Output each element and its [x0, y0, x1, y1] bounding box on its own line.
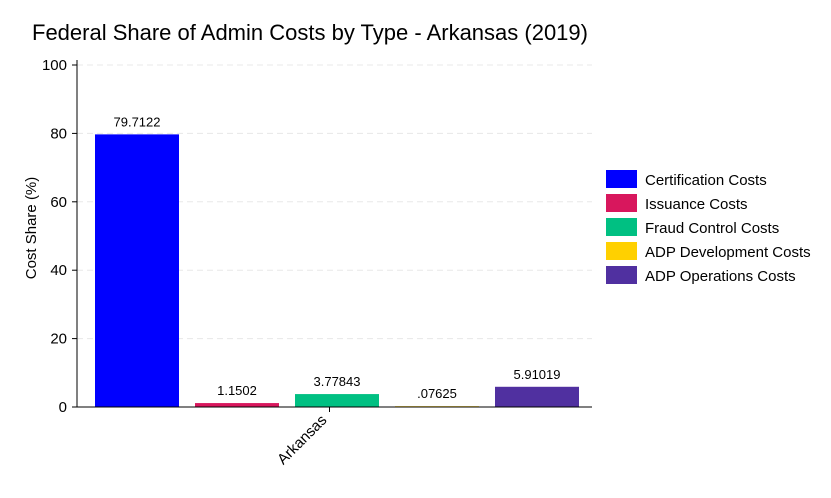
legend-swatch	[606, 170, 637, 188]
data-label: 1.1502	[217, 383, 257, 398]
legend-label: Certification Costs	[645, 172, 767, 189]
legend-swatch	[606, 194, 637, 212]
bar	[295, 394, 379, 407]
y-tick-label: 80	[50, 125, 67, 142]
legend-label: ADP Development Costs	[645, 244, 811, 261]
chart-title: Federal Share of Admin Costs by Type - A…	[32, 20, 588, 45]
data-label: 79.7122	[114, 114, 161, 129]
data-label: 5.91019	[514, 367, 561, 382]
y-tick-label: 20	[50, 331, 67, 348]
y-axis-title: Cost Share (%)	[23, 177, 40, 280]
legend: Certification Costs Issuance Costs Fraud C…	[606, 170, 811, 285]
legend-swatch	[606, 218, 637, 236]
legend-swatch	[606, 266, 637, 284]
x-category-label: Arkansas	[274, 412, 330, 468]
legend-swatch	[606, 242, 637, 260]
y-tick-label: 0	[59, 399, 67, 416]
x-axis: Arkansas	[77, 406, 592, 468]
bars: 79.7122 1.1502 3.77843 .07625 5.91019	[95, 114, 579, 407]
bar	[495, 386, 579, 407]
data-label: .07625	[417, 386, 457, 401]
legend-label: Issuance Costs	[645, 196, 748, 213]
bar	[195, 403, 279, 407]
bar	[95, 134, 179, 407]
y-axis: 0 20 40 60 80 100	[42, 57, 78, 416]
y-tick-label: 40	[50, 262, 67, 279]
y-tick-label: 60	[50, 194, 67, 211]
data-label: 3.77843	[314, 374, 361, 389]
legend-label: ADP Operations Costs	[645, 268, 796, 285]
y-tick-label: 100	[42, 57, 67, 74]
legend-label: Fraud Control Costs	[645, 220, 779, 237]
